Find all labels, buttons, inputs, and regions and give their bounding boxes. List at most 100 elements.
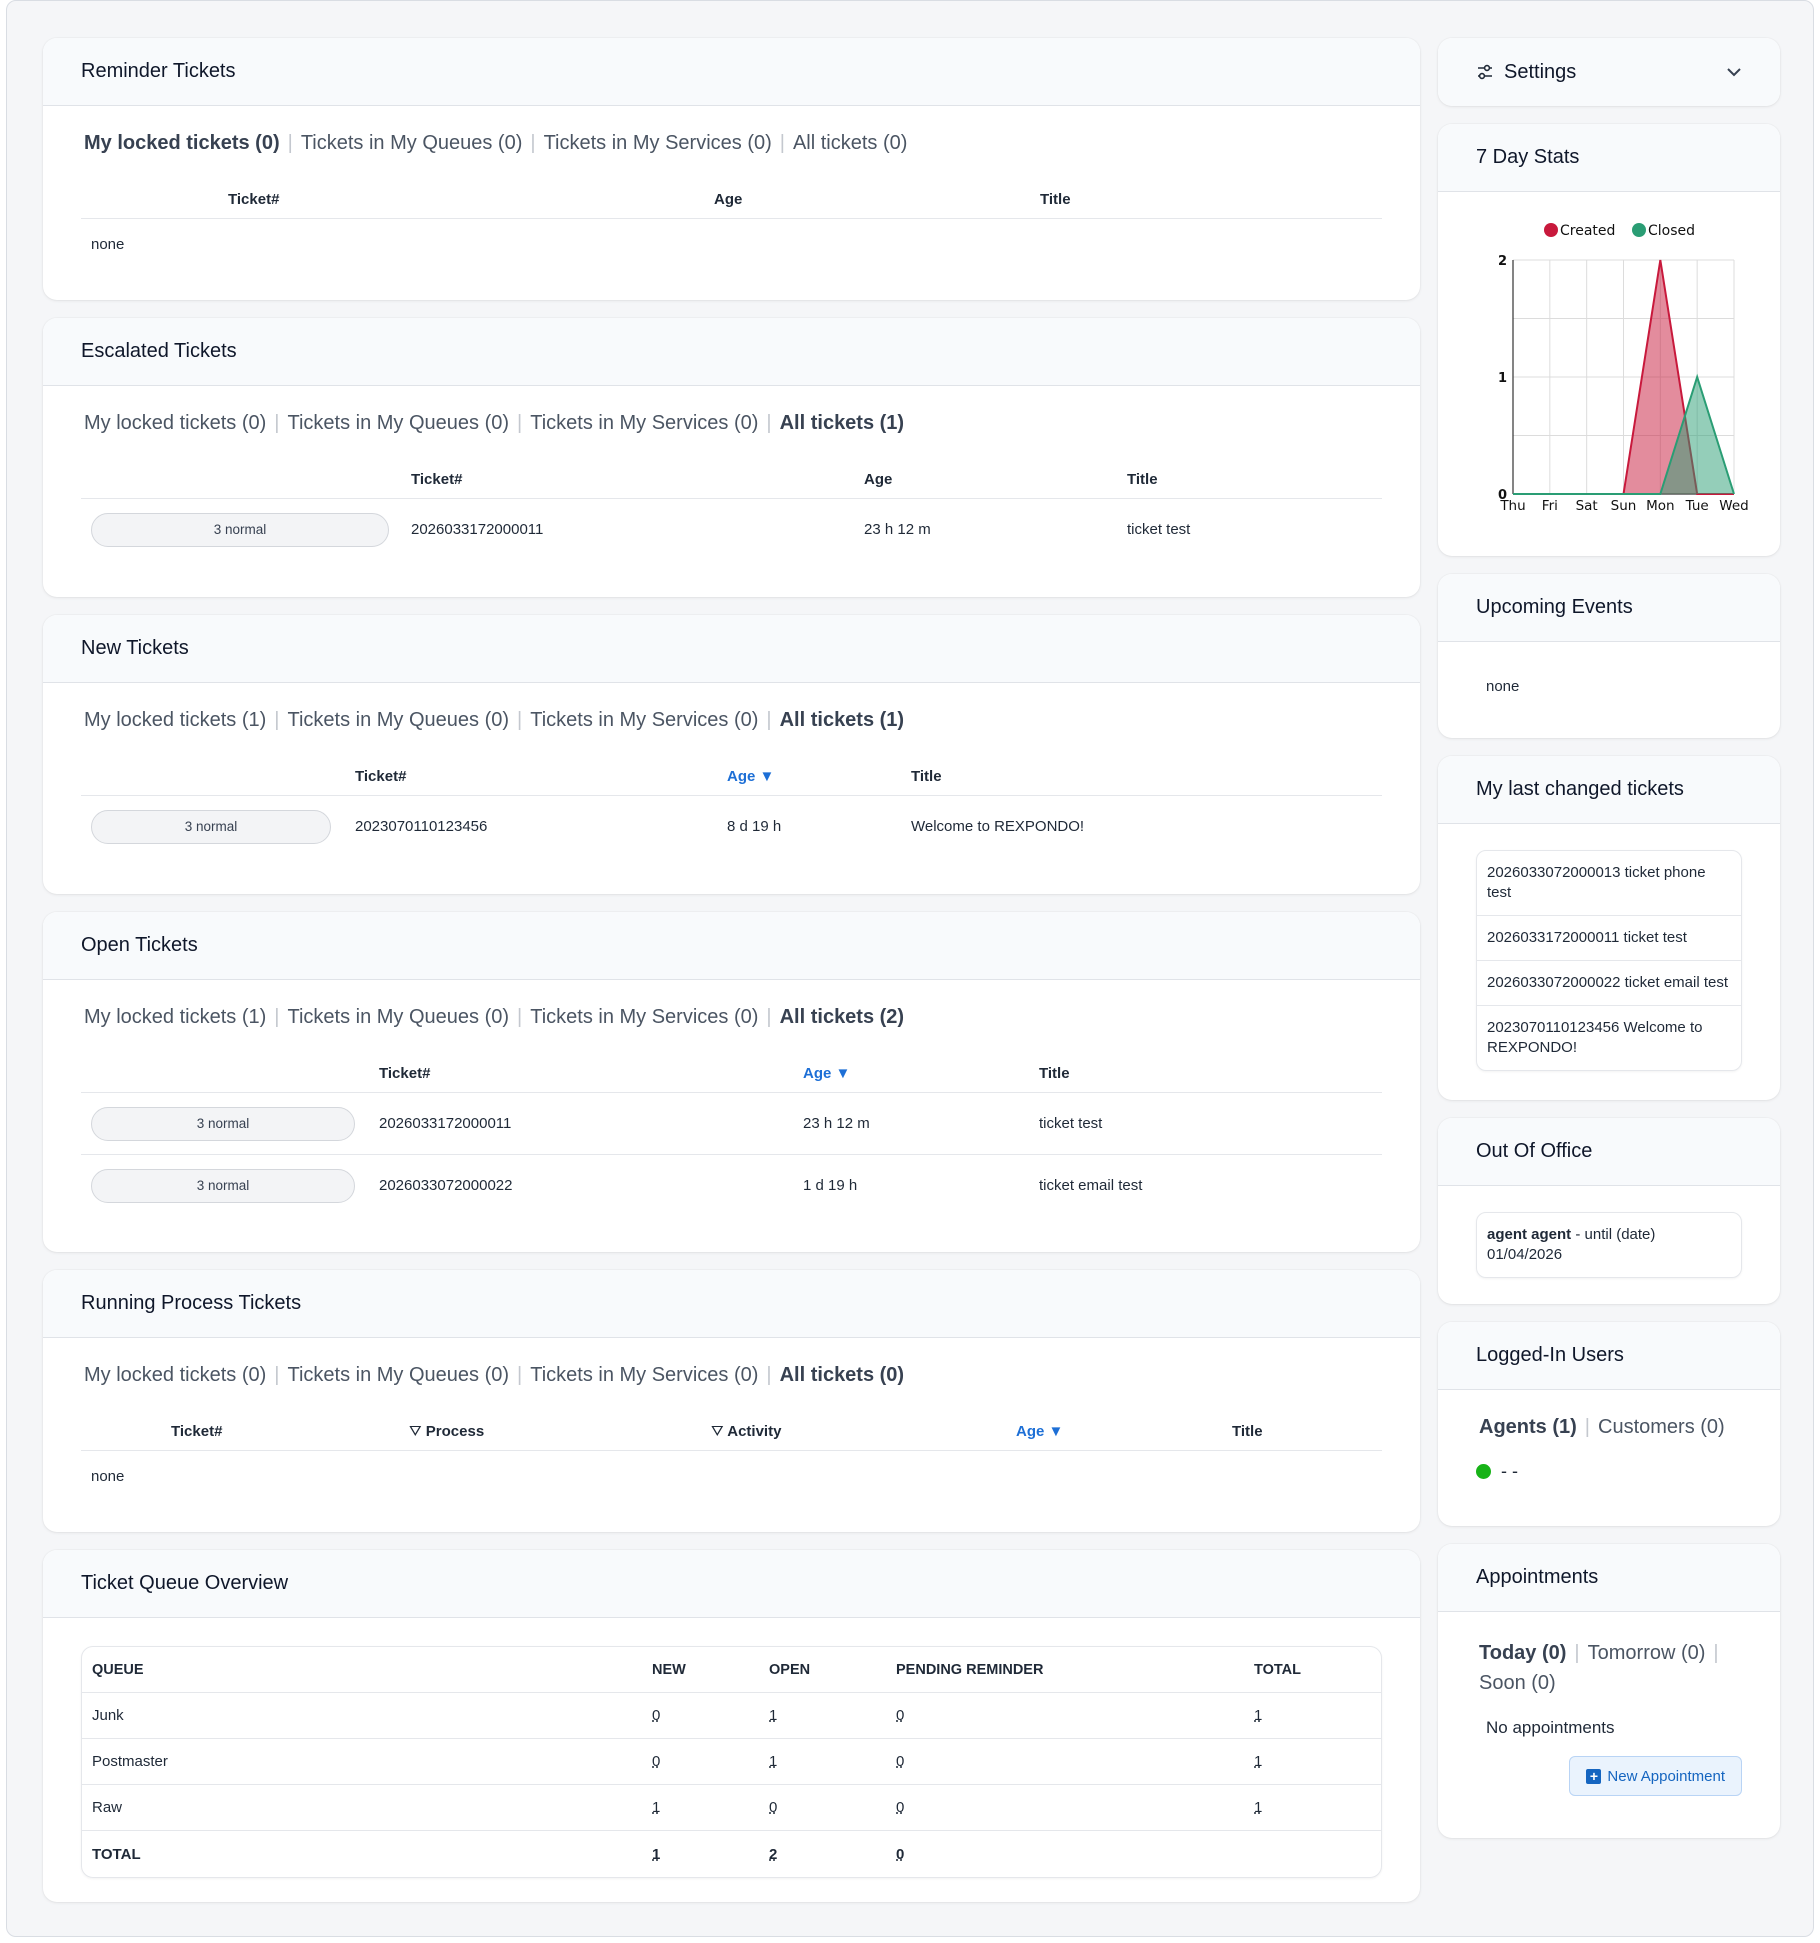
widget-header: Open Tickets [43, 912, 1420, 980]
column-age[interactable]: Age ▼ [717, 760, 901, 796]
tab-my-locked[interactable]: My locked tickets (1) [84, 1006, 267, 1028]
priority-badge: 3 normal [91, 1168, 355, 1203]
tab-my-services[interactable]: Tickets in My Services (0) [530, 412, 759, 434]
queue-count-link[interactable]: 2 [769, 1845, 778, 1863]
empty-state: none [91, 1468, 125, 1486]
list-item[interactable]: 2026033072000022 ticket email test [1477, 961, 1741, 1006]
tab-my-services[interactable]: Tickets in My Services (0) [530, 709, 759, 731]
ticket-number[interactable]: 2026033172000011 [369, 1092, 793, 1155]
table-row[interactable]: 3 normal 2026033072000022 1 d 19 h ticke… [81, 1155, 1382, 1217]
column-ticket-number[interactable]: Ticket# [345, 760, 717, 796]
widget-header: 7 Day Stats [1438, 124, 1780, 192]
tab-today[interactable]: Today (0) [1479, 1642, 1567, 1664]
queue-count-link[interactable]: 0 [769, 1799, 778, 1816]
filter-icon[interactable]: ⛛ [409, 1423, 422, 1440]
column-age[interactable]: Age ▼ [1006, 1415, 1222, 1451]
online-user[interactable]: - - [1476, 1461, 1742, 1482]
column-ticket-number[interactable]: Ticket# [161, 1415, 399, 1451]
table-row[interactable]: 3 normal 2026033172000011 23 h 12 m tick… [81, 499, 1382, 561]
queue-count-link[interactable]: 1 [769, 1707, 778, 1724]
widget-title: Reminder Tickets [81, 60, 236, 82]
tab-my-services[interactable]: Tickets in My Services (0) [530, 1006, 759, 1028]
column-title[interactable]: Title [901, 760, 1382, 796]
tab-all-tickets[interactable]: All tickets (0) [779, 1364, 905, 1386]
tab-tomorrow[interactable]: Tomorrow (0) [1587, 1642, 1706, 1664]
tab-my-locked[interactable]: My locked tickets (0) [84, 412, 267, 434]
tab-all-tickets[interactable]: All tickets (0) [792, 132, 908, 154]
column-age[interactable]: Age [704, 183, 1030, 219]
table-row[interactable]: 3 normal 2026033172000011 23 h 12 m tick… [81, 1092, 1382, 1155]
tab-agents[interactable]: Agents (1) [1479, 1416, 1577, 1438]
queue-count-link[interactable]: 1 [1254, 1799, 1263, 1816]
tab-my-queues[interactable]: Tickets in My Queues (0) [287, 412, 510, 434]
tab-my-services[interactable]: Tickets in My Services (0) [530, 1364, 759, 1386]
tab-all-tickets[interactable]: All tickets (1) [779, 412, 905, 434]
tab-my-locked[interactable]: My locked tickets (0) [84, 132, 280, 154]
column-ticket-number[interactable]: Ticket# [401, 463, 854, 499]
column-ticket-number[interactable]: Ticket# [369, 1057, 793, 1093]
queue-count-link[interactable]: 1 [1254, 1707, 1263, 1724]
tab-my-queues[interactable]: Tickets in My Queues (0) [287, 1006, 510, 1028]
ticket-number[interactable]: 2026033172000011 [411, 521, 544, 539]
ticket-title[interactable]: ticket email test [1039, 1177, 1143, 1195]
widget-title: New Tickets [81, 637, 189, 659]
settings-widget[interactable]: Settings [1438, 38, 1780, 106]
queue-count-link[interactable]: 1 [652, 1799, 661, 1816]
column-title[interactable]: Title [1029, 1057, 1382, 1093]
column-title[interactable]: Title [1222, 1415, 1382, 1451]
tab-all-tickets[interactable]: All tickets (1) [779, 709, 905, 731]
settings-toggle[interactable]: Settings [1438, 38, 1780, 106]
ticket-number[interactable]: 2026033072000022 [379, 1177, 513, 1195]
list-item[interactable]: 2026033172000011 ticket test [1477, 916, 1741, 961]
x-tick-label: Thu [1499, 498, 1525, 510]
filter-tabs: My locked tickets (0) | Tickets in My Queu… [84, 1364, 905, 1386]
widget-title: Appointments [1476, 1566, 1599, 1588]
list-item[interactable]: 2026033072000013 ticket phone test [1477, 851, 1741, 916]
tab-customers[interactable]: Customers (0) [1598, 1416, 1725, 1438]
queue-count-link[interactable]: 0 [896, 1707, 905, 1724]
ticket-title[interactable]: Welcome to REXPONDO! [911, 818, 1085, 836]
tab-my-queues[interactable]: Tickets in My Queues (0) [300, 132, 523, 154]
ticket-table: Ticket# Age Title none [81, 183, 1382, 265]
new-appointment-button[interactable]: + New Appointment [1569, 1756, 1742, 1796]
ticket-number[interactable]: 2023070110123456 [355, 818, 488, 836]
tab-all-tickets[interactable]: All tickets (2) [779, 1006, 905, 1028]
column-title[interactable]: Title [1117, 463, 1382, 499]
tab-soon[interactable]: Soon (0) [1479, 1672, 1556, 1694]
queue-count-link[interactable]: 1 [652, 1845, 661, 1863]
column-age[interactable]: Age ▼ [793, 1057, 1029, 1093]
column-process[interactable]: ⛛ Process [399, 1415, 701, 1451]
queue-count-link[interactable]: 1 [769, 1753, 778, 1770]
column-age[interactable]: Age [854, 463, 1117, 499]
table-row[interactable]: 3 normal 2023070110123456 8 d 19 h Welco… [81, 796, 1382, 858]
reminder-tickets-widget: Reminder Tickets My locked tickets (0) | T… [43, 38, 1420, 300]
queue-count-link[interactable]: 0 [652, 1753, 661, 1770]
escalated-tickets-widget: Escalated Tickets My locked tickets (0) |… [43, 318, 1420, 597]
tab-my-locked[interactable]: My locked tickets (0) [84, 1364, 267, 1386]
queue-count-link[interactable]: 0 [896, 1845, 905, 1863]
filter-icon[interactable]: ⛛ [711, 1423, 724, 1440]
column-total: Total [1244, 1647, 1381, 1693]
queue-count-link[interactable]: 0 [652, 1707, 661, 1724]
column-activity[interactable]: ⛛ Activity [701, 1415, 1006, 1451]
tab-my-queues[interactable]: Tickets in My Queues (0) [287, 1364, 510, 1386]
online-status-icon [1476, 1464, 1491, 1479]
ticket-age: 1 d 19 h [803, 1177, 858, 1195]
queue-count-link[interactable]: 0 [896, 1753, 905, 1770]
widget-header: Ticket Queue Overview [43, 1550, 1420, 1618]
tab-my-locked[interactable]: My locked tickets (1) [84, 709, 267, 731]
column-title[interactable]: Title [1030, 183, 1382, 219]
list-item[interactable]: 2023070110123456 Welcome to REXPONDO! [1487, 1019, 1703, 1056]
tab-my-services[interactable]: Tickets in My Services (0) [543, 132, 772, 154]
tab-my-queues[interactable]: Tickets in My Queues (0) [287, 709, 510, 731]
ooo-until: - until (date) 01/04/2026 [1487, 1226, 1656, 1263]
queue-count-link[interactable]: 1 [1254, 1753, 1263, 1770]
ticket-title[interactable]: ticket test [1029, 1092, 1382, 1155]
ticket-title[interactable]: ticket test [1127, 521, 1191, 539]
ticket-age: 23 h 12 m [793, 1092, 1029, 1155]
column-queue: Queue [82, 1647, 642, 1693]
widget-title: Logged-In Users [1476, 1344, 1624, 1366]
ooo-card: agent agent - until (date) 01/04/2026 [1476, 1212, 1742, 1278]
column-ticket-number[interactable]: Ticket# [218, 183, 704, 219]
queue-count-link[interactable]: 0 [896, 1799, 905, 1816]
